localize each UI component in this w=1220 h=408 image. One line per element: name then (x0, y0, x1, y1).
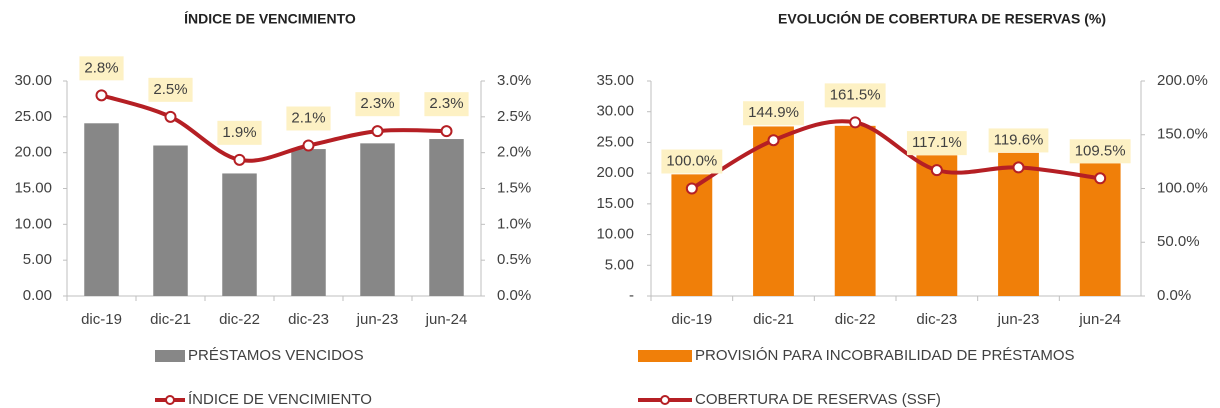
y-tick-label: 30.00 (14, 72, 52, 89)
legend-marker (165, 395, 175, 405)
data-label: 2.5% (153, 81, 187, 98)
y2-tick-label: 2.0% (497, 144, 531, 161)
line-marker (371, 125, 384, 138)
data-label: 119.6% (994, 131, 1044, 148)
y2-tick-label: 1.0% (497, 215, 531, 232)
data-label-bg (1069, 139, 1131, 164)
x-tick-label: jun-24 (1078, 311, 1121, 328)
y2-tick-label: 0.0% (497, 287, 531, 304)
x-tick-label: jun-23 (356, 311, 399, 328)
y-tick-label: 25.00 (596, 133, 634, 150)
y2-tick-label: 150.0% (1157, 126, 1208, 143)
data-label-bg (79, 56, 124, 81)
legend-swatch (638, 350, 692, 362)
data-label: 161.5% (830, 86, 881, 103)
y-tick-label: 25.00 (14, 108, 52, 125)
chart-title: EVOLUCIÓN DE COBERTURA DE RESERVAS (%) (778, 10, 1106, 27)
x-tick-label: dic-21 (753, 311, 794, 328)
data-label-bg (424, 92, 469, 117)
bar (429, 139, 464, 296)
x-tick-label: dic-21 (150, 311, 191, 328)
data-label: 2.8% (84, 59, 118, 76)
data-label-bg (743, 101, 804, 126)
legend-marker (660, 395, 670, 405)
data-label: 2.3% (429, 95, 463, 112)
x-tick-label: dic-23 (916, 311, 957, 328)
bar (153, 145, 188, 296)
line-marker (685, 182, 698, 195)
x-tick-label: dic-19 (81, 311, 122, 328)
y2-tick-label: 200.0% (1157, 72, 1208, 89)
line-marker (164, 110, 177, 123)
x-tick-label: dic-22 (219, 311, 260, 328)
data-label: 100.0% (666, 152, 717, 169)
bar (360, 143, 395, 296)
line-series (690, 119, 1101, 191)
legend-label: PRÉSTAMOS VENCIDOS (188, 347, 364, 364)
y2-tick-label: 100.0% (1157, 179, 1208, 196)
y-tick-label: 0.00 (23, 287, 52, 304)
legend-label: PROVISIÓN PARA INCOBRABILIDAD DE PRÉSTAM… (695, 347, 1075, 364)
line-marker (440, 125, 453, 138)
y2-tick-label: 1.5% (497, 179, 531, 196)
legend-swatch (155, 350, 185, 362)
y-tick-label: - (629, 287, 634, 304)
y2-tick-label: 2.5% (497, 108, 531, 125)
y2-tick-label: 0.0% (1157, 287, 1191, 304)
y-tick-label: 20.00 (14, 144, 52, 161)
bar (291, 149, 326, 296)
data-label: 117.1% (912, 134, 962, 151)
data-label-bg (988, 128, 1049, 153)
line-marker (302, 139, 315, 152)
y2-tick-label: 50.0% (1157, 233, 1200, 250)
y-tick-label: 35.00 (596, 72, 634, 89)
y-tick-label: 5.00 (605, 256, 634, 273)
bar (222, 173, 257, 296)
data-label-bg (148, 77, 193, 102)
y-tick-label: 5.00 (23, 251, 52, 268)
data-label-bg (217, 120, 262, 145)
bar (916, 155, 958, 296)
y-tick-label: 15.00 (596, 195, 634, 212)
y2-tick-label: 0.5% (497, 251, 531, 268)
x-tick-label: dic-22 (835, 311, 876, 328)
bar (834, 125, 876, 296)
data-label: 144.9% (748, 104, 799, 121)
y-tick-label: 15.00 (14, 179, 52, 196)
bar (671, 174, 713, 296)
data-label: 2.3% (360, 95, 394, 112)
data-label-bg (906, 131, 967, 156)
x-tick-label: jun-24 (425, 311, 468, 328)
y-tick-label: 10.00 (596, 226, 634, 243)
data-label: 1.9% (222, 124, 256, 141)
bar (1079, 163, 1121, 296)
legend-label: COBERTURA DE RESERVAS (SSF) (695, 391, 941, 408)
data-label-bg (286, 106, 331, 131)
y-tick-label: 20.00 (596, 164, 634, 181)
data-label: 2.1% (291, 109, 325, 126)
data-label-bg (355, 92, 400, 117)
bar (753, 126, 794, 296)
line-marker (1012, 161, 1025, 174)
line-marker (1094, 172, 1107, 185)
x-tick-label: dic-19 (671, 311, 712, 328)
data-label-bg (824, 83, 886, 108)
bar (84, 123, 119, 297)
y2-tick-label: 3.0% (497, 72, 531, 89)
data-label-bg (661, 149, 723, 174)
x-tick-label: dic-23 (288, 311, 329, 328)
line-marker (930, 164, 943, 177)
line-marker (767, 134, 780, 147)
line-marker (849, 116, 862, 129)
y-tick-label: 30.00 (596, 103, 634, 120)
data-label: 109.5% (1075, 142, 1126, 159)
line-marker (233, 153, 246, 166)
chart-title: ÍNDICE DE VENCIMIENTO (184, 11, 356, 27)
y-tick-label: 10.00 (14, 215, 52, 232)
bar (998, 152, 1039, 296)
x-tick-label: jun-23 (997, 311, 1040, 328)
legend-label: ÍNDICE DE VENCIMIENTO (188, 391, 372, 408)
line-marker (95, 89, 108, 102)
